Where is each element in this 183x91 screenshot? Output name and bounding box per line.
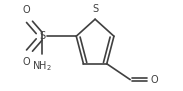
Text: S: S	[39, 31, 45, 41]
Text: S: S	[92, 4, 98, 14]
Text: O: O	[23, 57, 31, 67]
Text: NH$_2$: NH$_2$	[32, 59, 52, 73]
Text: O: O	[23, 5, 31, 15]
Text: O: O	[150, 75, 158, 85]
